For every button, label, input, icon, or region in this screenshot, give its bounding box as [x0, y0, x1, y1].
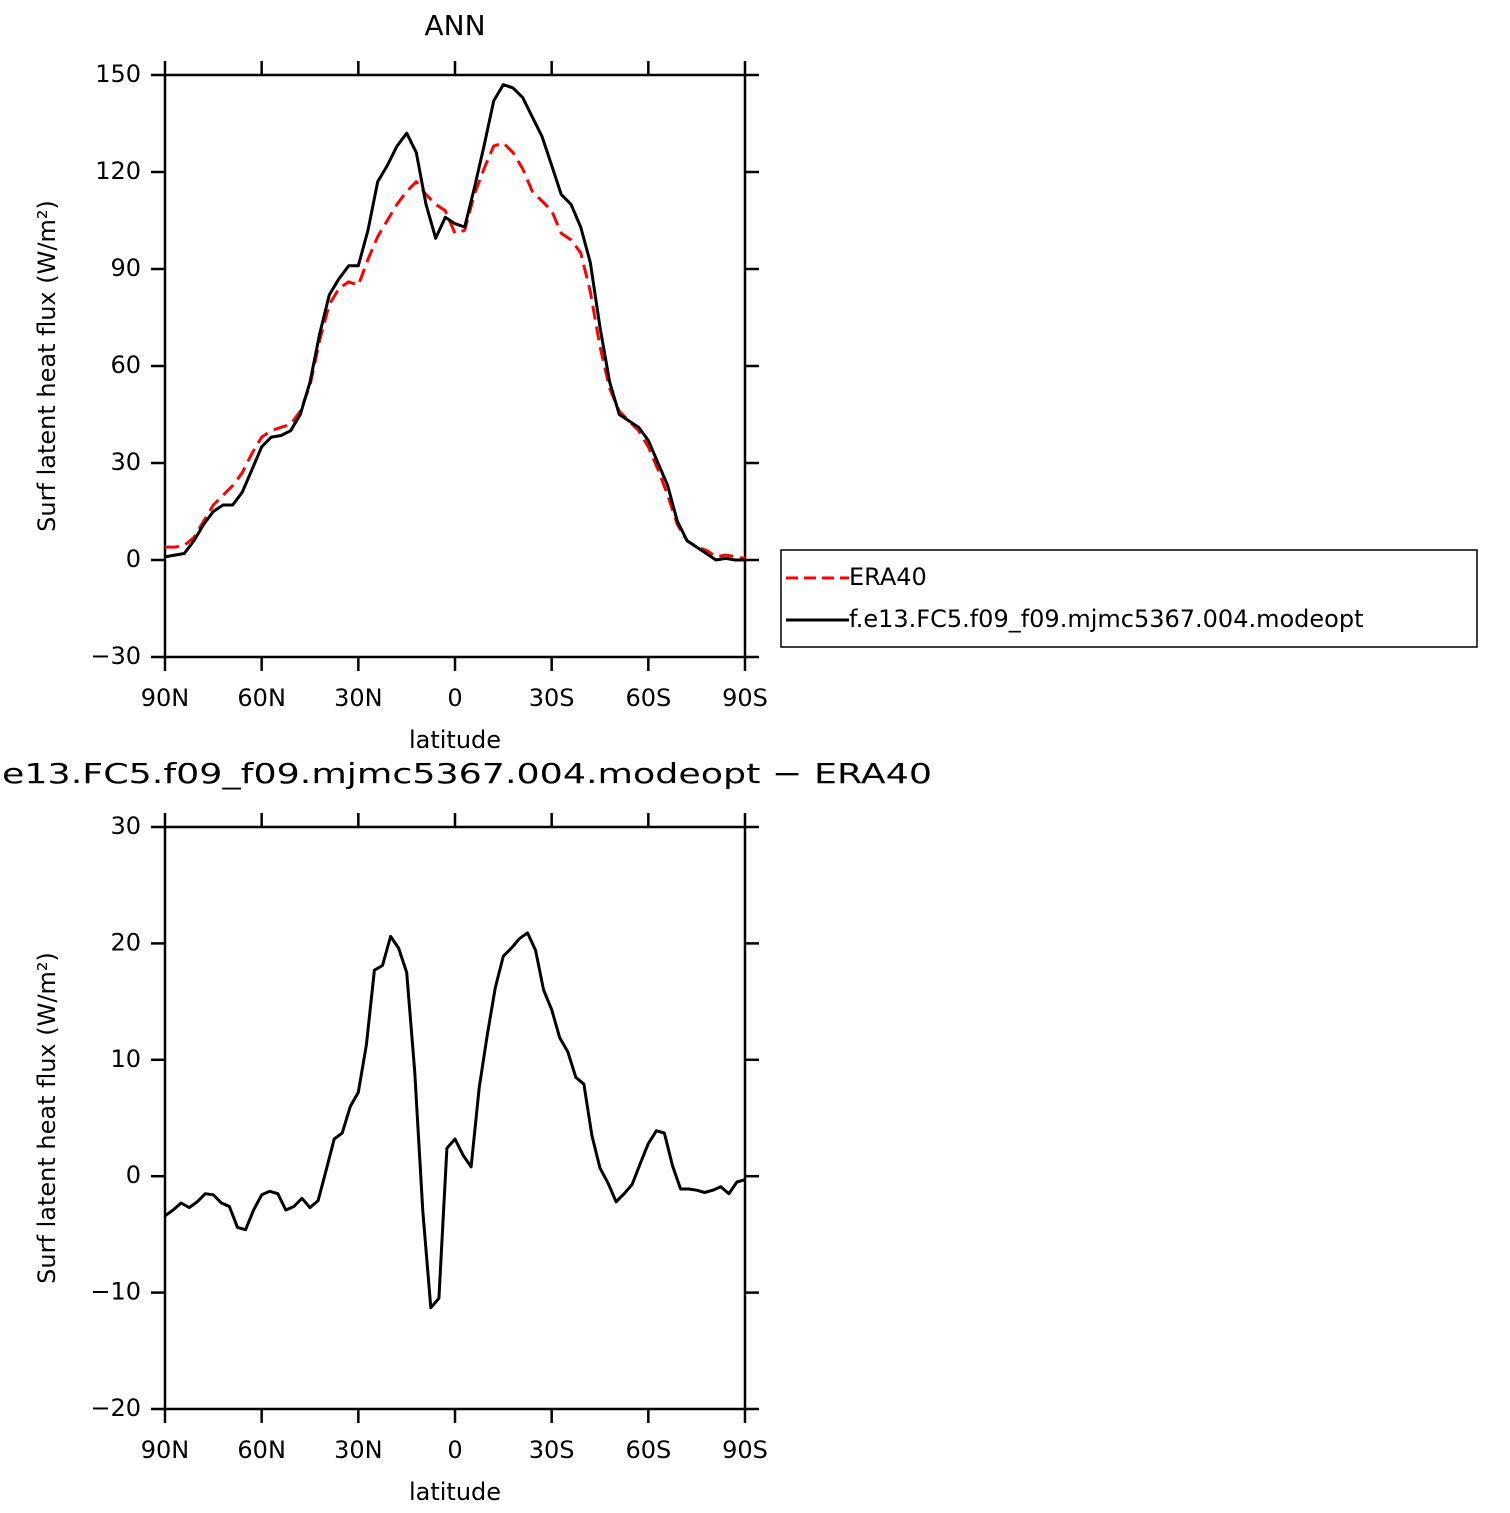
plot-frame: [163, 825, 747, 1411]
legend-label: ERA40: [849, 563, 927, 591]
x-axis-label: latitude: [409, 1478, 501, 1506]
plot-frame: [163, 73, 747, 659]
legend: ERA40 f.e13.FC5.f09_f09.mjmc5367.004.mode…: [780, 549, 1478, 648]
x-tick-label: 30S: [529, 1436, 575, 1464]
chart-title: ANN: [424, 9, 485, 42]
y-tick-label: −20: [90, 1394, 141, 1422]
x-tick-label: 60S: [625, 1436, 671, 1464]
x-tick-label: 90S: [722, 1436, 768, 1464]
y-tick-label: 90: [110, 254, 141, 282]
x-tick-label: 60S: [625, 684, 671, 712]
y-tick-label: −10: [90, 1278, 141, 1306]
y-tick-label: 120: [95, 157, 141, 185]
y-tick-label: −30: [90, 642, 141, 670]
x-tick-label: 60N: [237, 684, 286, 712]
x-tick-label: 0: [447, 1436, 462, 1464]
x-tick-label: 90N: [141, 1436, 190, 1464]
y-tick-label: 20: [110, 928, 141, 956]
series-line: [164, 83, 745, 562]
x-axis-label: latitude: [409, 726, 501, 754]
x-tick-label: 90N: [141, 684, 190, 712]
legend-frame: [780, 549, 1478, 648]
y-tick-label: 0: [126, 545, 141, 573]
y-tick-label: 0: [126, 1161, 141, 1189]
x-tick-label: 30S: [529, 684, 575, 712]
y-tick-label: 30: [110, 812, 141, 840]
y-tick-label: 150: [95, 60, 141, 88]
y-tick-label: 30: [110, 448, 141, 476]
x-tick-label: 0: [447, 684, 462, 712]
y-axis-label: Surf latent heat flux (W/m²): [33, 200, 61, 532]
legend-label: f.e13.FC5.f09_f09.mjmc5367.004.modeopt: [849, 605, 1364, 633]
series-line: [164, 931, 746, 1310]
chart-title: e13.FC5.f09_f09.mjmc5367.004.modeopt − E…: [2, 757, 932, 790]
y-tick-label: 10: [110, 1045, 141, 1073]
x-tick-label: 90S: [722, 684, 768, 712]
y-tick-label: 60: [110, 351, 141, 379]
x-tick-label: 60N: [237, 1436, 286, 1464]
y-axis-label: Surf latent heat flux (W/m²): [33, 952, 61, 1284]
series-line: [165, 141, 746, 560]
x-tick-label: 30N: [334, 1436, 383, 1464]
x-tick-label: 30N: [334, 684, 383, 712]
